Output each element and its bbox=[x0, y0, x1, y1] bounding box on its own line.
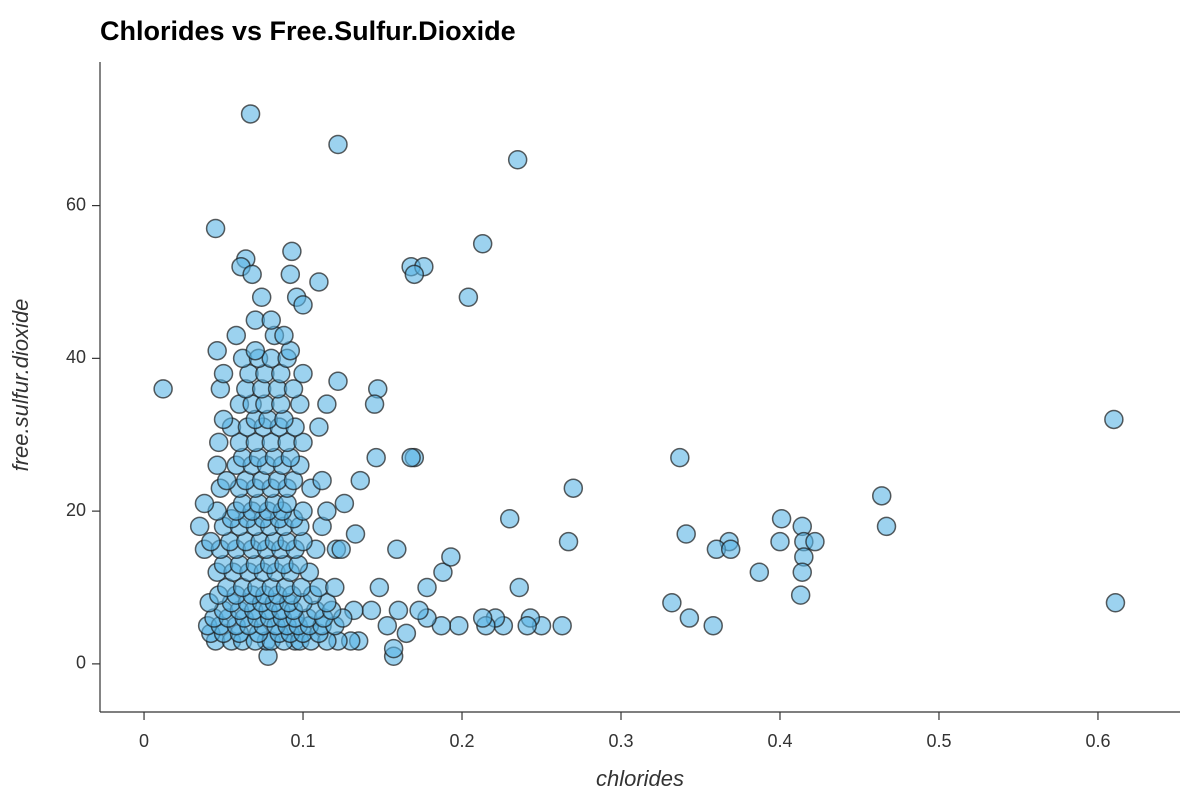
point bbox=[364, 394, 385, 414]
point bbox=[662, 593, 682, 613]
point bbox=[245, 340, 266, 361]
point bbox=[449, 615, 469, 636]
point bbox=[317, 501, 337, 521]
point bbox=[242, 264, 262, 285]
point bbox=[771, 509, 792, 529]
chart-title: Chlorides vs Free.Sulfur.Dioxide bbox=[100, 16, 516, 46]
point bbox=[226, 325, 247, 346]
point bbox=[387, 539, 407, 560]
point bbox=[350, 470, 371, 491]
point bbox=[293, 363, 313, 384]
point bbox=[328, 371, 348, 392]
point bbox=[293, 501, 313, 521]
point bbox=[209, 432, 229, 453]
point bbox=[472, 234, 493, 254]
point bbox=[274, 325, 294, 346]
x-tick-label: 0.5 bbox=[926, 731, 951, 751]
y-tick-label: 0 bbox=[76, 653, 86, 673]
point bbox=[401, 447, 421, 468]
point bbox=[261, 310, 281, 330]
point bbox=[153, 379, 173, 399]
point bbox=[396, 623, 417, 644]
y-tick-label: 40 bbox=[66, 347, 86, 367]
point bbox=[507, 150, 528, 170]
point bbox=[328, 134, 348, 155]
point bbox=[458, 287, 479, 308]
y-tick-label: 60 bbox=[66, 194, 86, 214]
point bbox=[345, 524, 366, 544]
point bbox=[207, 340, 227, 361]
point bbox=[679, 608, 700, 628]
point bbox=[509, 577, 529, 598]
point bbox=[441, 547, 461, 567]
point bbox=[499, 509, 520, 529]
point bbox=[409, 600, 429, 621]
y-axis-title: free.sulfur.dioxide bbox=[8, 299, 33, 472]
x-tick-label: 0.1 bbox=[291, 731, 316, 751]
point bbox=[876, 516, 897, 537]
point bbox=[189, 516, 210, 537]
point bbox=[317, 394, 337, 414]
point bbox=[792, 562, 812, 582]
point bbox=[194, 493, 215, 514]
point bbox=[805, 531, 825, 552]
point bbox=[1104, 409, 1124, 430]
point bbox=[871, 486, 892, 506]
point bbox=[383, 638, 404, 659]
point bbox=[213, 363, 234, 384]
point bbox=[213, 409, 234, 430]
point bbox=[790, 585, 811, 605]
point bbox=[417, 577, 437, 598]
point bbox=[205, 218, 226, 239]
point bbox=[676, 524, 696, 544]
point bbox=[552, 615, 572, 636]
point bbox=[770, 531, 790, 552]
point bbox=[325, 577, 345, 598]
point bbox=[309, 417, 329, 437]
y-tick-label: 20 bbox=[66, 500, 86, 520]
point bbox=[369, 577, 390, 598]
point bbox=[293, 432, 313, 453]
point bbox=[240, 104, 261, 124]
point bbox=[749, 562, 770, 582]
point bbox=[207, 455, 227, 476]
point bbox=[1105, 593, 1126, 613]
point bbox=[280, 264, 301, 285]
point bbox=[720, 539, 741, 560]
point bbox=[331, 539, 351, 560]
point bbox=[334, 493, 355, 514]
point bbox=[312, 470, 332, 491]
x-tick-label: 0 bbox=[139, 731, 149, 751]
point bbox=[201, 531, 221, 552]
x-tick-label: 0.3 bbox=[608, 731, 633, 751]
point bbox=[309, 272, 329, 292]
point bbox=[293, 295, 313, 315]
point bbox=[388, 600, 409, 621]
point bbox=[703, 615, 723, 636]
point bbox=[670, 447, 690, 468]
point bbox=[283, 379, 304, 399]
x-tick-label: 0.6 bbox=[1085, 731, 1110, 751]
x-tick-label: 0.2 bbox=[449, 731, 474, 751]
point bbox=[517, 615, 537, 636]
point bbox=[282, 241, 302, 262]
point bbox=[361, 600, 382, 621]
point bbox=[433, 562, 453, 582]
point bbox=[472, 608, 493, 628]
x-tick-label: 0.4 bbox=[767, 731, 792, 751]
point bbox=[251, 287, 272, 308]
point bbox=[216, 470, 237, 491]
point bbox=[377, 615, 398, 636]
x-axis-title: chlorides bbox=[596, 766, 684, 791]
point bbox=[366, 447, 386, 468]
point bbox=[563, 478, 584, 498]
point bbox=[558, 531, 579, 552]
point bbox=[404, 264, 425, 285]
points bbox=[153, 104, 1126, 666]
